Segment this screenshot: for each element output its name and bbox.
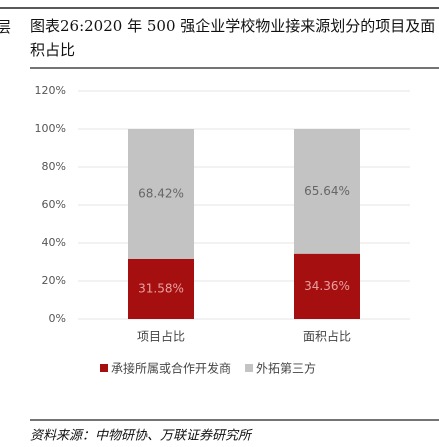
bar-segment bbox=[128, 258, 194, 319]
x-tick-label: 项目占比 bbox=[137, 329, 185, 344]
legend-label: 外拓第三方 bbox=[256, 361, 316, 376]
title-box: 图表26:2020 年 500 强企业学校物业接来源划分的项目及面积占比 bbox=[30, 17, 436, 59]
y-tick-label: 20% bbox=[42, 274, 66, 287]
chart-title: 图表26:2020 年 500 强企业学校物业接来源划分的项目及面积占比 bbox=[30, 17, 436, 59]
y-tick-label: 80% bbox=[42, 160, 66, 173]
x-tick-label: 面积占比 bbox=[303, 329, 351, 344]
legend-swatch bbox=[245, 364, 254, 372]
y-tick-label: 120% bbox=[35, 84, 66, 97]
y-tick-label: 60% bbox=[42, 198, 66, 211]
y-tick-label: 40% bbox=[42, 236, 66, 249]
value-label: 65.64% bbox=[304, 184, 350, 198]
value-label: 31.58% bbox=[138, 281, 184, 295]
bar-segment bbox=[294, 129, 360, 254]
legend-swatch bbox=[100, 364, 108, 372]
bar-segment bbox=[128, 129, 194, 259]
source: 资料来源：中物研协、万联证券研究所 bbox=[30, 428, 253, 444]
legend-label: 承接所属或合作开发商 bbox=[111, 361, 231, 376]
value-label: 68.42% bbox=[138, 186, 184, 200]
y-tick-label: 0% bbox=[49, 312, 66, 325]
fragment: 层 bbox=[0, 18, 11, 36]
value-label: 34.36% bbox=[304, 279, 350, 293]
y-tick-label: 100% bbox=[35, 122, 66, 135]
bar-segment bbox=[294, 253, 360, 319]
